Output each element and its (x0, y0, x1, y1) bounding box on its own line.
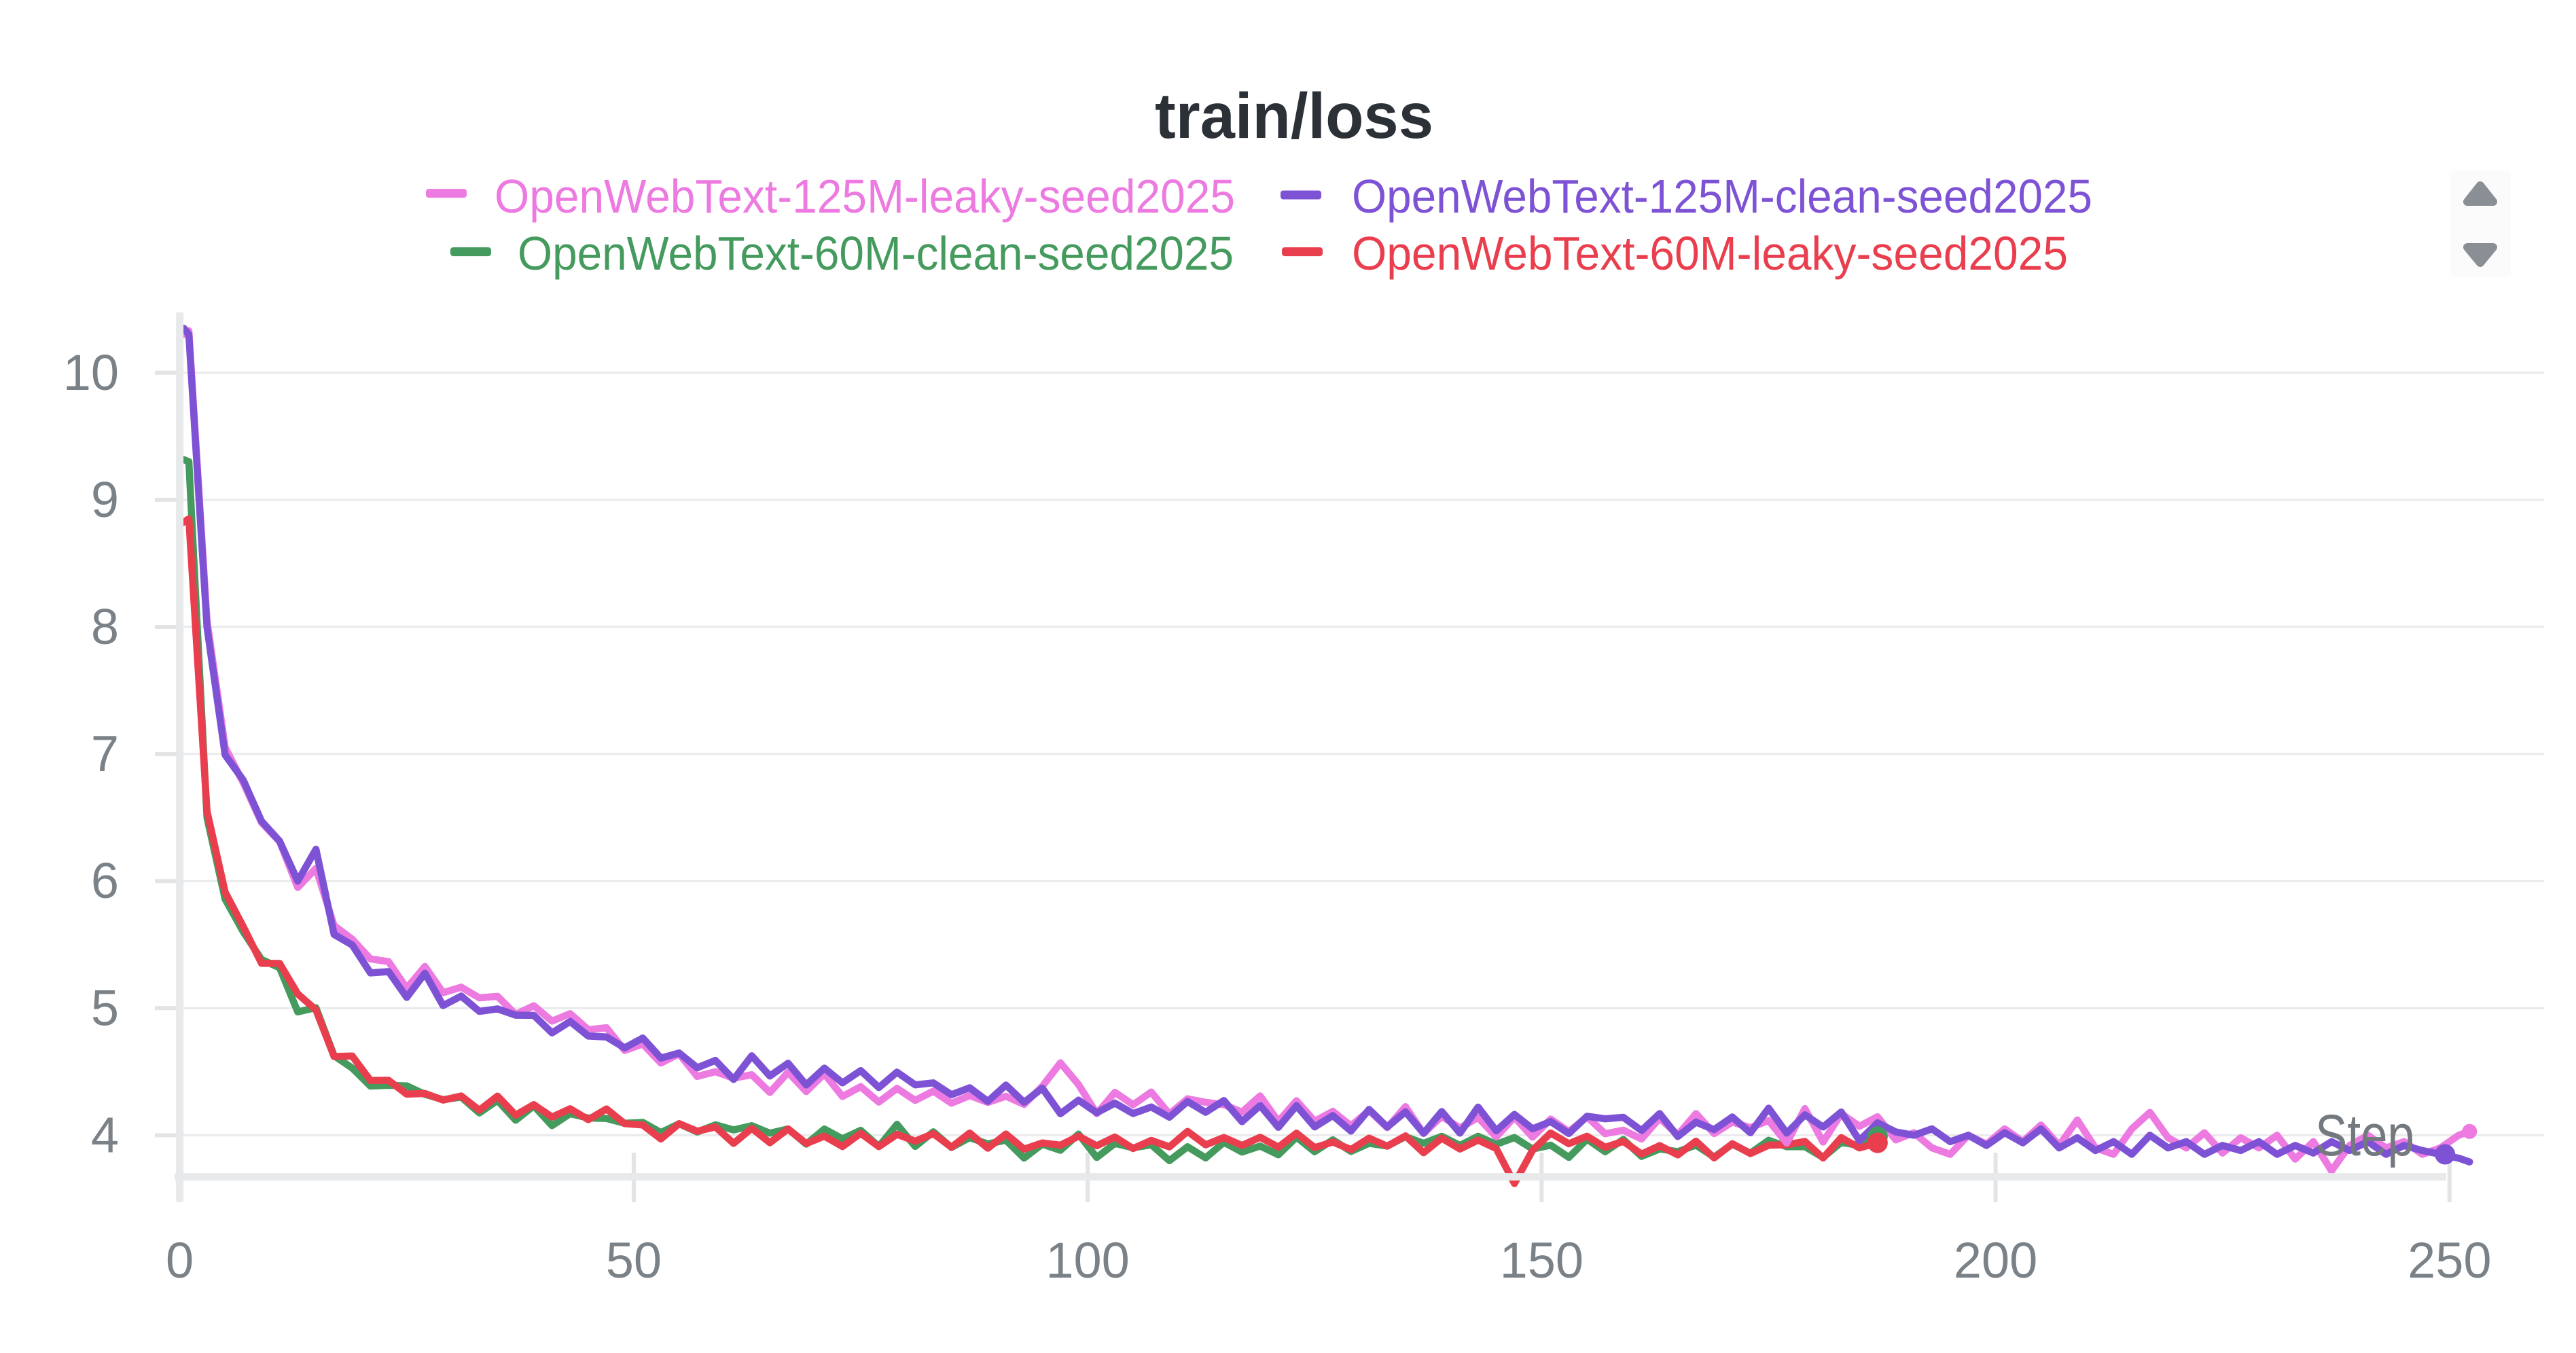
svg-text:250: 250 (2408, 1232, 2491, 1288)
svg-text:OpenWebText-125M-leaky-seed202: OpenWebText-125M-leaky-seed2025 (495, 170, 1235, 223)
svg-text:OpenWebText-60M-clean-seed2025: OpenWebText-60M-clean-seed2025 (518, 227, 1234, 280)
svg-text:200: 200 (1954, 1232, 2037, 1288)
svg-text:Step: Step (2315, 1103, 2414, 1168)
svg-text:OpenWebText-125M-clean-seed202: OpenWebText-125M-clean-seed2025 (1352, 170, 2092, 223)
svg-text:50: 50 (606, 1232, 662, 1288)
svg-text:7: 7 (91, 725, 119, 782)
svg-text:8: 8 (91, 598, 119, 655)
svg-text:4: 4 (91, 1106, 119, 1163)
svg-text:OpenWebText-60M-leaky-seed2025: OpenWebText-60M-leaky-seed2025 (1352, 227, 2068, 280)
svg-text:100: 100 (1045, 1232, 1129, 1288)
svg-text:9: 9 (91, 471, 119, 528)
svg-text:5: 5 (91, 979, 119, 1036)
svg-text:6: 6 (91, 852, 119, 909)
svg-text:150: 150 (1500, 1232, 1584, 1288)
svg-text:10: 10 (63, 344, 119, 401)
svg-text:0: 0 (166, 1232, 194, 1288)
svg-text:train/loss: train/loss (1155, 80, 1433, 152)
